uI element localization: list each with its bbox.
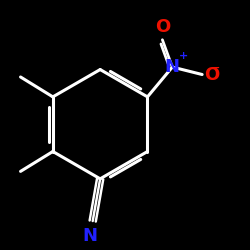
Text: N: N — [165, 58, 180, 76]
Text: N: N — [83, 227, 98, 245]
Text: O: O — [204, 66, 220, 84]
Text: −: − — [211, 62, 220, 72]
Text: O: O — [155, 18, 170, 36]
Text: +: + — [179, 51, 188, 61]
